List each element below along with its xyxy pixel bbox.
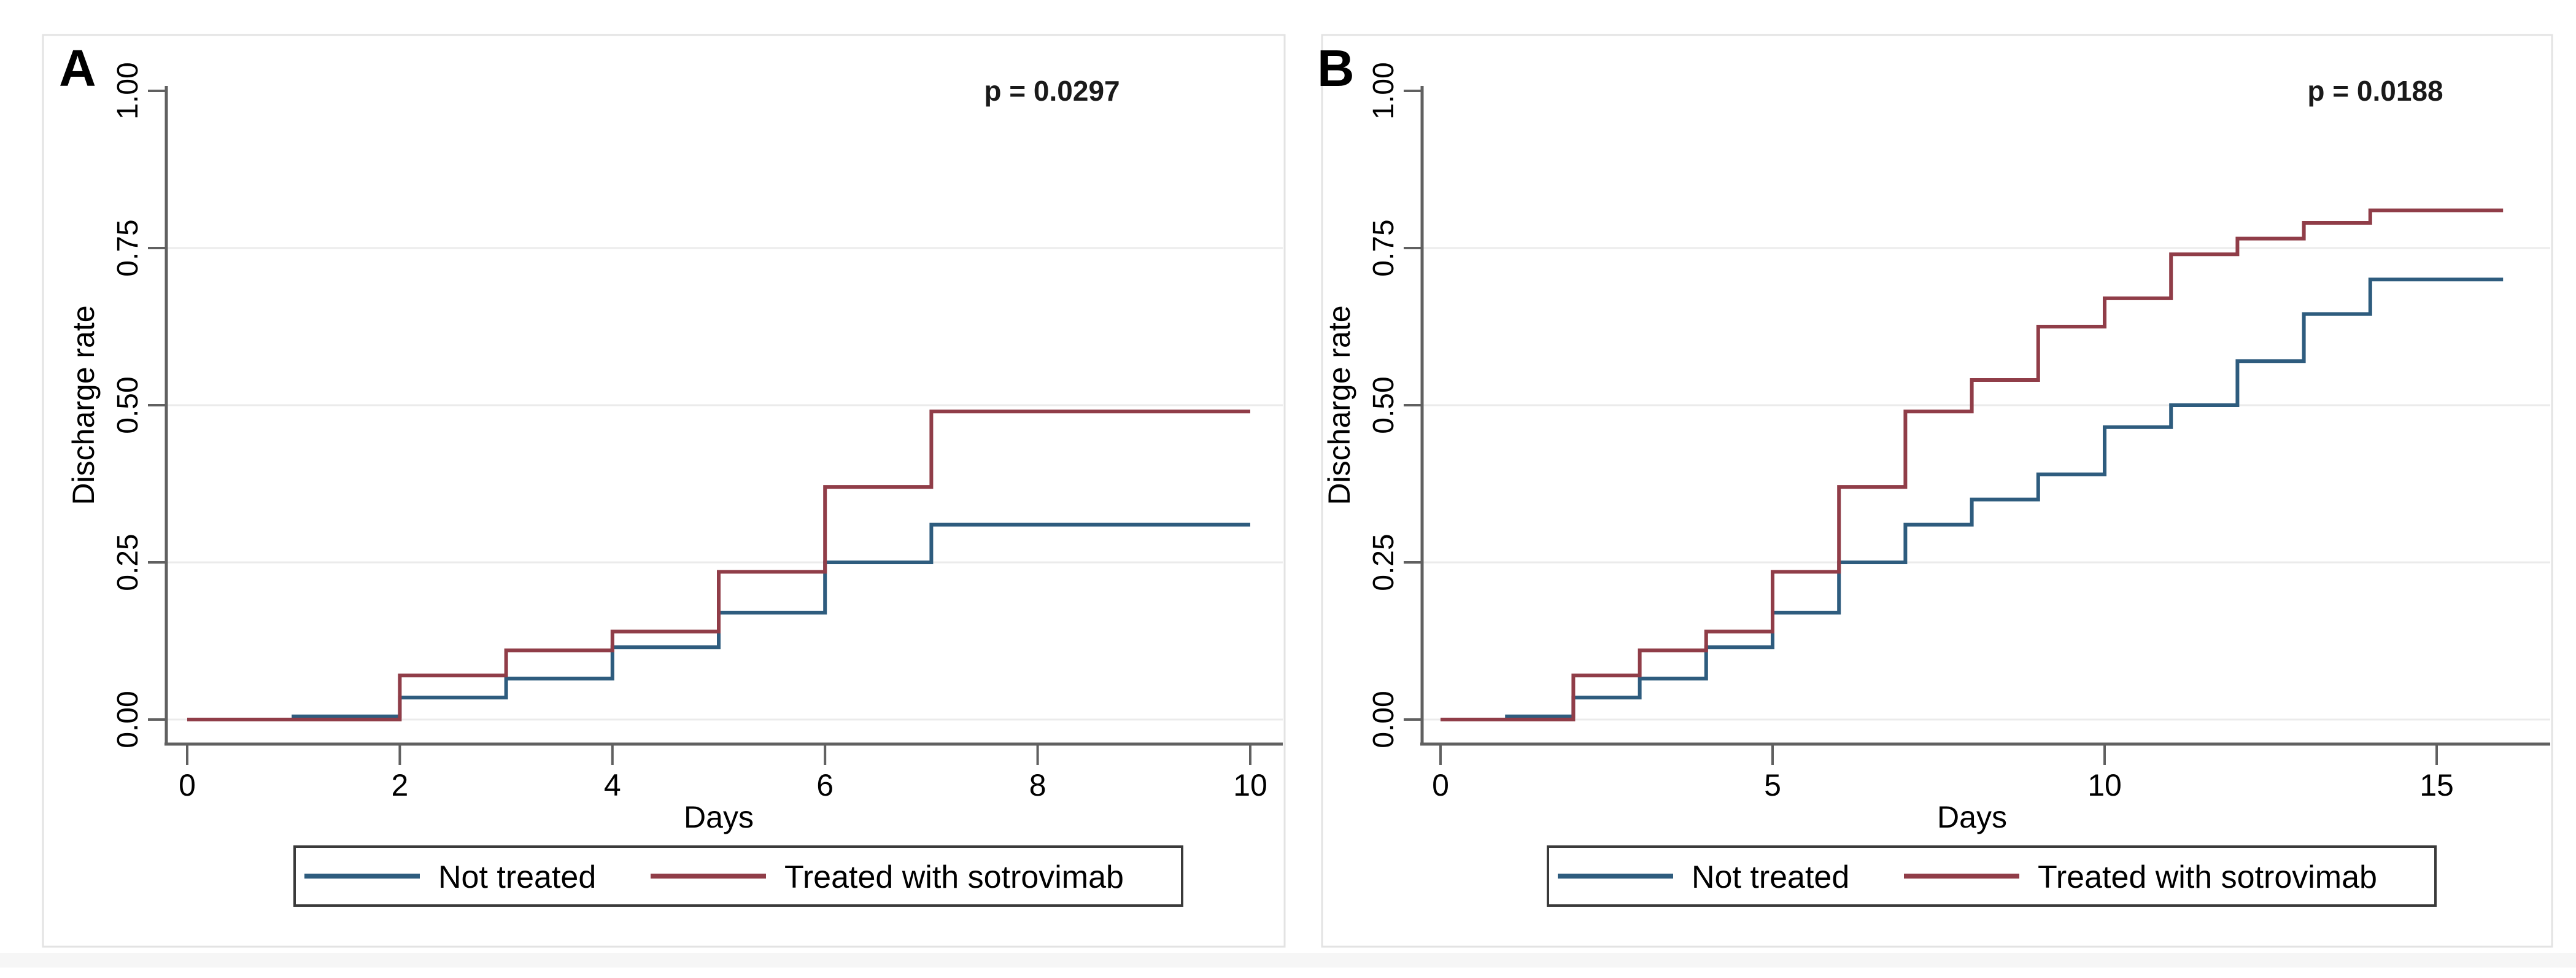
y-axis-title: Discharge rate: [1322, 305, 1356, 505]
y-tick-label: 0.25: [112, 534, 144, 591]
x-axis-title: Days: [1937, 800, 2007, 834]
treated-legend-label: Treated with sotrovimab: [2038, 860, 2377, 895]
treated-legend-label: Treated with sotrovimab: [784, 860, 1124, 895]
p-value-label: p = 0.0297: [984, 75, 1120, 107]
y-axis-title: Discharge rate: [66, 305, 101, 505]
y-tick-label: 0.50: [1367, 376, 1400, 433]
x-tick-label: 0: [1432, 768, 1449, 802]
legend: Not treated Treated with sotrovimab: [293, 845, 1183, 907]
x-tick-label: 8: [1029, 768, 1046, 802]
gridlines: [1422, 247, 2550, 721]
treated-curve: [1441, 208, 2504, 721]
x-tick-label: 4: [604, 768, 621, 802]
treated-curve: [187, 409, 1250, 721]
tick-marks-and-labels: 0.00 0.25 0.50 0.75 1.00 0 2 4 6 8 10: [112, 62, 1267, 802]
not-treated-curve: [1441, 277, 2504, 721]
x-tick-label: 10: [2087, 768, 2122, 802]
y-tick-label: 0.00: [112, 691, 144, 748]
x-tick-label: 10: [1233, 768, 1267, 802]
x-axis-title: Days: [684, 800, 754, 834]
not-treated-curve: [187, 522, 1250, 721]
y-tick-label: 0.75: [1367, 219, 1400, 276]
p-value-label: p = 0.0188: [2307, 75, 2443, 107]
x-tick-label: 2: [391, 768, 408, 802]
figure-bottom-edge: [0, 953, 2576, 968]
y-tick-label: 1.00: [1367, 62, 1400, 119]
panel-border: [1321, 34, 2553, 948]
not-treated-legend-label: Not treated: [1692, 860, 1849, 895]
y-tick-label: 0.25: [1367, 534, 1400, 591]
y-tick-label: 0.50: [112, 376, 144, 433]
y-tick-label: 0.00: [1367, 691, 1400, 748]
legend-box: [293, 845, 1183, 907]
panel-border: [42, 34, 1286, 948]
not-treated-legend-label: Not treated: [438, 860, 596, 895]
x-tick-label: 15: [2419, 768, 2454, 802]
panel-b: 0.000.250.500.751.000 5 10 15 B p = 0.0188 …: [1317, 34, 2553, 948]
tick-marks-and-labels: 0.00 0.25 0.50 0.75 1.00 0 5 10 15: [1367, 62, 2454, 802]
y-tick-label: 0.75: [112, 219, 144, 276]
x-tick-label: 5: [1764, 768, 1781, 802]
y-tick-label: 1.00: [112, 62, 144, 119]
panel-letter: B: [1317, 39, 1355, 97]
gridlines: [166, 247, 1283, 721]
x-tick-label: 6: [816, 768, 834, 802]
panel-a: 0.00 0.25 0.50 0.75 1.00 0 2 4 6 8 10 A p = 0.0297…: [42, 34, 1286, 948]
panel-letter: A: [59, 39, 96, 97]
x-tick-label: 0: [179, 768, 196, 802]
legend: Not treated Treated with sotrovimab: [1547, 845, 2437, 907]
